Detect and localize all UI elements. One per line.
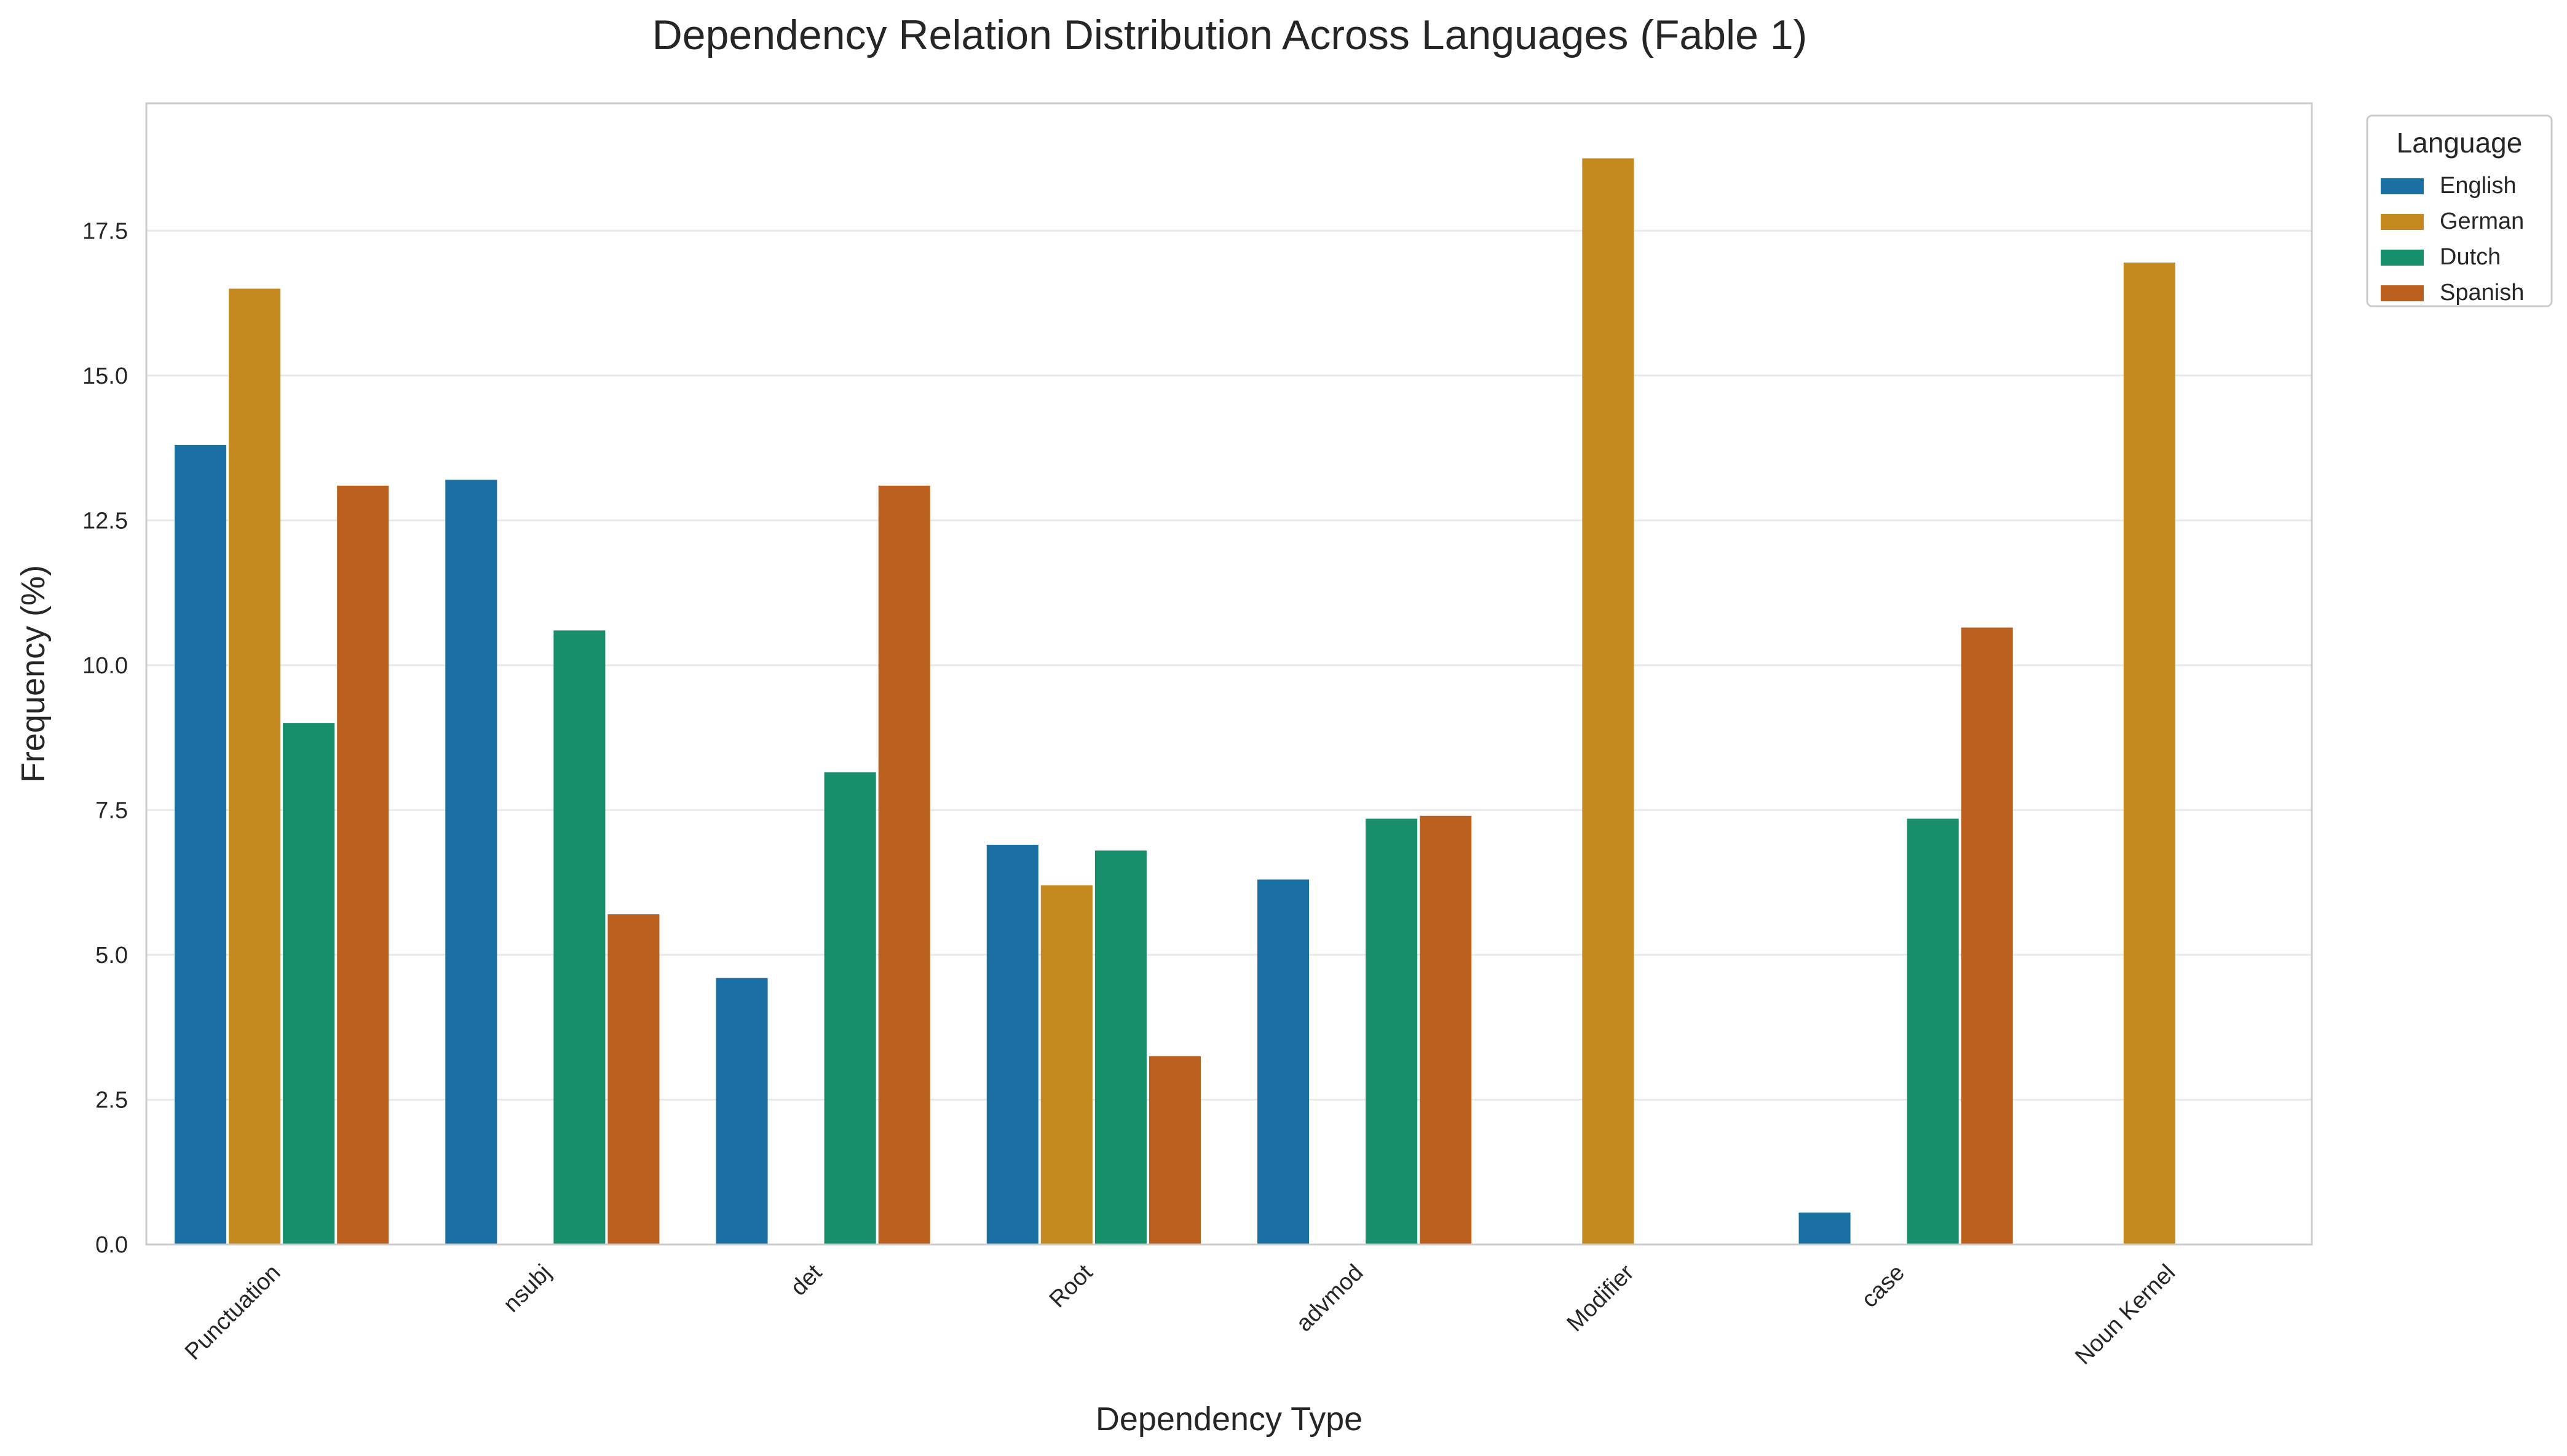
- x-axis-label: Dependency Type: [1096, 1401, 1363, 1438]
- bar-dutch-advmod: [1366, 818, 1418, 1244]
- legend: Language English German Dutch Spanish: [2366, 114, 2553, 307]
- bar-spanish-det: [878, 485, 930, 1244]
- bar-english-punctuation: [175, 445, 227, 1244]
- y-tick-label: 10.0: [82, 653, 128, 679]
- bar-dutch-det: [824, 772, 876, 1244]
- y-tick-label: 7.5: [95, 797, 128, 823]
- legend-label-german: German: [2440, 208, 2524, 234]
- plot-frame: [145, 102, 2313, 1246]
- y-tick-label: 2.5: [95, 1087, 128, 1113]
- bar-dutch-nsubj: [553, 630, 606, 1244]
- y-axis-ticks: 0.0 2.5 5.0 7.5 10.0 12.5 15.0 17.5: [82, 218, 128, 1258]
- bar-dutch-root: [1094, 850, 1147, 1244]
- y-tick-label: 15.0: [82, 363, 128, 389]
- bar-german-punctuation: [229, 288, 281, 1245]
- y-tick-label: 0.0: [95, 1232, 128, 1258]
- legend-swatch-english: [2381, 178, 2424, 194]
- legend-label-english: English: [2440, 173, 2517, 199]
- bar-spanish-punctuation: [337, 485, 389, 1244]
- y-axis-label: Frequency (%): [15, 565, 52, 783]
- legend-label-dutch: Dutch: [2440, 244, 2501, 270]
- y-tick-label: 5.0: [95, 943, 128, 968]
- bar-spanish-case: [1961, 627, 2013, 1244]
- legend-title: Language: [2397, 127, 2523, 159]
- bar-spanish-root: [1149, 1056, 1201, 1244]
- bar-english-nsubj: [445, 480, 497, 1245]
- bar-spanish-nsubj: [607, 914, 660, 1244]
- bar-german-noun-kernel: [2123, 263, 2175, 1244]
- bar-german-root: [1040, 885, 1093, 1244]
- bar-english-advmod: [1257, 879, 1310, 1244]
- bar-english-case: [1798, 1213, 1851, 1244]
- chart-title: Dependency Relation Distribution Across …: [652, 12, 1808, 58]
- bar-english-det: [716, 978, 768, 1244]
- bar-dutch-punctuation: [283, 723, 335, 1244]
- legend-label-spanish: Spanish: [2440, 280, 2524, 306]
- legend-swatch-spanish: [2381, 285, 2424, 301]
- y-tick-label: 12.5: [82, 508, 128, 534]
- bars: [175, 158, 2175, 1245]
- legend-swatch-dutch: [2381, 250, 2424, 266]
- y-tick-label: 17.5: [82, 218, 128, 244]
- legend-swatch-german: [2381, 214, 2424, 230]
- bar-german-modifier: [1582, 158, 1634, 1244]
- bar-dutch-case: [1907, 818, 1959, 1244]
- bar-english-root: [986, 844, 1038, 1244]
- bar-spanish-advmod: [1420, 815, 1472, 1244]
- legend-items: English German Dutch Spanish: [2381, 173, 2524, 306]
